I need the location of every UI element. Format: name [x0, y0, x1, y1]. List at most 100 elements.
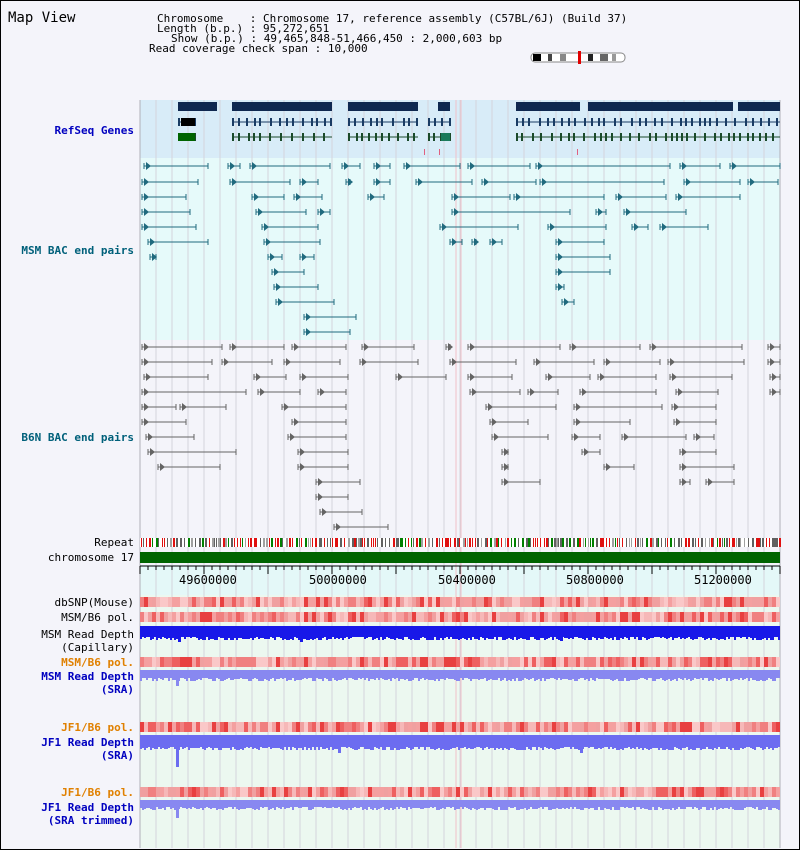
heat-cell [248, 787, 252, 797]
track-label-jf1-read-depth-sra-2[interactable]: (SRA) [100, 749, 134, 762]
repeat-element [352, 538, 354, 547]
page-title: Map View [8, 10, 76, 26]
track-label-msm-read-depth-cap-1[interactable]: MSM Read Depth [41, 628, 134, 641]
read-depth-bar [286, 800, 288, 808]
heat-cell [728, 722, 732, 732]
track-label-msm-read-depth-sra-1[interactable]: MSM Read Depth [41, 670, 134, 683]
read-depth-bar [248, 626, 250, 639]
read-depth-bar [412, 800, 414, 808]
read-depth-bar [528, 670, 530, 680]
track-label-dbsnp[interactable]: dbSNP(Mouse) [54, 596, 134, 609]
heat-cell [156, 612, 160, 622]
read-depth-bar [530, 800, 532, 807]
read-depth-bar [486, 800, 488, 808]
read-depth-bar [222, 670, 224, 681]
read-depth-bar [660, 800, 662, 808]
heat-cell [708, 787, 712, 797]
track-label-refseq[interactable]: RefSeq Genes [54, 124, 134, 137]
read-depth-bar [208, 626, 210, 640]
read-depth-bar [520, 670, 522, 681]
repeat-element [544, 538, 545, 547]
heat-cell [488, 722, 492, 732]
repeat-element [501, 538, 502, 547]
read-depth-bar [142, 735, 144, 748]
heat-cell [712, 787, 716, 797]
read-depth-bar [738, 800, 740, 810]
read-depth-bar [202, 626, 204, 640]
read-depth-bar [374, 626, 376, 639]
snp-marker [424, 149, 425, 155]
track-label-msm-bac[interactable]: MSM BAC end pairs [21, 244, 134, 257]
gene-exon [709, 118, 711, 126]
heat-cell [176, 597, 180, 607]
track-label-msm-read-depth-sra-2[interactable]: (SRA) [100, 683, 134, 696]
track-label-chromosome[interactable]: chromosome 17 [47, 551, 134, 564]
repeat-element [143, 538, 144, 547]
track-label-b6n-bac[interactable]: B6N BAC end pairs [21, 431, 134, 444]
heat-cell [288, 597, 292, 607]
track-label-jf1-read-depth-trim-2[interactable]: (SRA trimmed) [47, 814, 134, 827]
bac-arrow [362, 358, 367, 366]
repeat-element [214, 538, 215, 547]
read-depth-bar [510, 626, 512, 639]
heat-cell [400, 722, 404, 732]
track-label-msm-read-depth-cap-2[interactable]: (Capillary) [61, 641, 134, 654]
read-depth-bar [494, 670, 496, 680]
read-depth-bar [168, 626, 170, 638]
read-depth-bar [774, 735, 776, 748]
read-depth-bar [500, 735, 502, 748]
read-depth-bar [664, 800, 666, 809]
read-depth-bar [468, 735, 470, 748]
read-depth-bar [186, 670, 188, 681]
heat-cell [304, 722, 308, 732]
heat-cell [420, 612, 424, 622]
read-depth-bar [406, 626, 408, 637]
read-depth-bar [536, 626, 538, 640]
heat-cell [720, 722, 724, 732]
track-label-jf1-b6-pol-2[interactable]: JF1/B6 pol. [61, 786, 134, 799]
read-depth-bar [334, 800, 336, 808]
read-depth-bar [384, 670, 386, 680]
gene-exon [428, 118, 430, 126]
read-depth-bar [764, 735, 766, 749]
heat-cell [644, 612, 648, 622]
gene-exon [573, 133, 575, 141]
read-depth-bar [512, 735, 514, 748]
track-label-repeat[interactable]: Repeat [94, 536, 134, 549]
heat-cell [324, 597, 328, 607]
repeat-element [752, 538, 754, 547]
read-depth-bar [348, 800, 350, 808]
read-depth-bar [180, 670, 182, 678]
repeat-element [170, 538, 172, 547]
track-label-jf1-b6-pol-1[interactable]: JF1/B6 pol. [61, 721, 134, 734]
read-depth-bar [526, 670, 528, 679]
read-depth-bar [260, 626, 262, 638]
track-label-jf1-read-depth-trim-1[interactable]: JF1 Read Depth [41, 801, 134, 814]
heat-cell [316, 612, 320, 622]
heat-cell [680, 597, 684, 607]
read-depth-bar [572, 670, 574, 679]
read-depth-bar [506, 670, 508, 681]
heat-cell [368, 722, 372, 732]
read-depth-bar [522, 626, 524, 639]
read-depth-bar [422, 735, 424, 747]
gene-exon [568, 118, 570, 126]
track-label-msm-b6-pol-2[interactable]: MSM/B6 pol. [61, 656, 134, 669]
track-label-msm-b6-pol-1[interactable]: MSM/B6 pol. [61, 611, 134, 624]
read-depth-bar [386, 670, 388, 680]
read-depth-bar [268, 626, 270, 639]
read-depth-bar [712, 800, 714, 810]
repeat-element [562, 538, 564, 547]
heat-cell [628, 787, 632, 797]
track-label-jf1-read-depth-sra-1[interactable]: JF1 Read Depth [41, 736, 134, 749]
heat-cell [280, 612, 284, 622]
heat-cell [228, 722, 232, 732]
read-depth-bar [716, 800, 718, 810]
read-depth-bar [510, 735, 512, 748]
heat-cell [652, 657, 656, 667]
heat-cell [516, 657, 520, 667]
read-depth-bar [676, 735, 678, 748]
repeat-element [286, 538, 288, 547]
read-depth-bar [524, 626, 526, 639]
read-depth-bar [234, 670, 236, 679]
